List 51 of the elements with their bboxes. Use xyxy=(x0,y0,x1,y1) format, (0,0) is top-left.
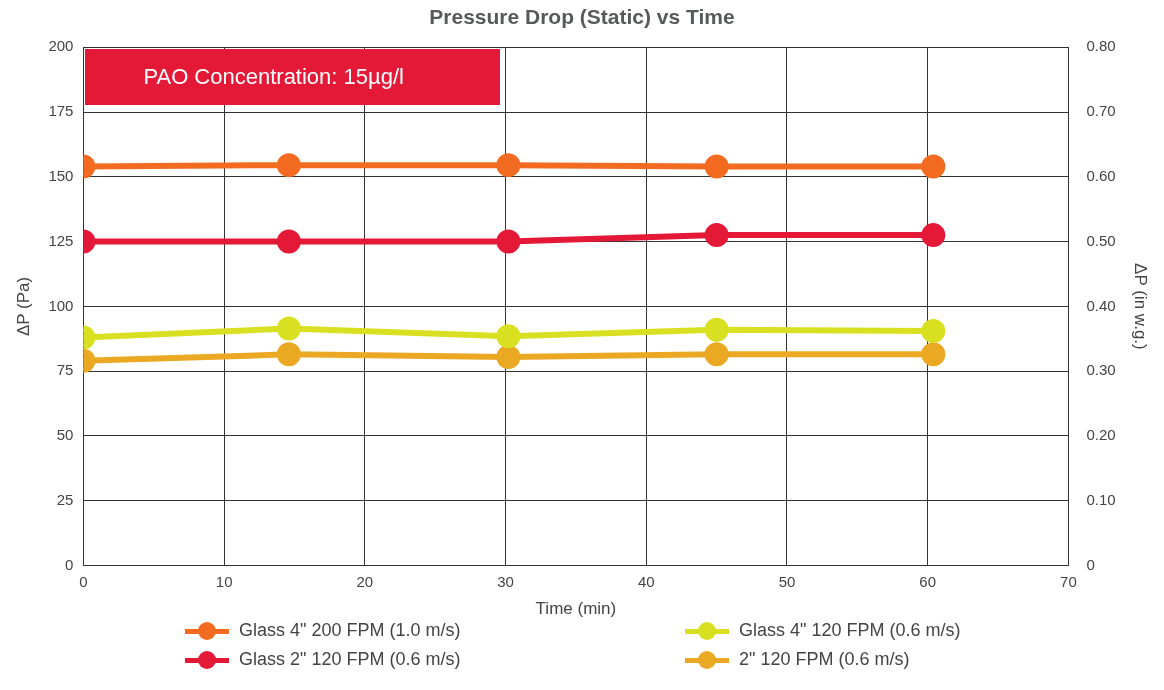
point xyxy=(704,317,729,342)
y-tick-label: 75 xyxy=(56,361,74,379)
x-axis-title: Time (min) xyxy=(535,599,617,619)
y2-tick-label: 0.60 xyxy=(1086,166,1116,184)
point xyxy=(496,324,521,349)
legend-label: Glass 4" 120 FPM (0.6 m/s) xyxy=(739,620,961,641)
x-tick-label: 50 xyxy=(778,572,796,590)
banner: PAO Concentration: 15µg/l xyxy=(85,49,501,106)
y-tick-label: 200 xyxy=(48,37,74,55)
y2-tick-label: 0.50 xyxy=(1086,231,1116,249)
point xyxy=(496,344,521,369)
legend-label: Glass 4" 200 FPM (1.0 m/s) xyxy=(239,620,461,641)
point xyxy=(496,153,521,178)
point xyxy=(704,223,729,248)
y2-tick-label: 0.20 xyxy=(1086,426,1116,444)
x-tick-label: 60 xyxy=(919,572,937,590)
y-tick-label: 0 xyxy=(65,555,74,573)
y-tick-label: 50 xyxy=(56,426,74,444)
x-tick-label: 30 xyxy=(497,572,514,590)
point xyxy=(921,319,946,344)
point xyxy=(276,153,301,178)
x-tick-label: 10 xyxy=(215,572,233,590)
y-tick-label: 100 xyxy=(48,296,74,314)
point xyxy=(704,342,729,367)
legend-label: Glass 2" 120 FPM (0.6 m/s) xyxy=(239,649,461,670)
point xyxy=(704,154,729,179)
y2-axis-title: ΔP (in w.g.) xyxy=(1131,263,1151,350)
chart-title: Pressure Drop (Static) vs Time xyxy=(429,5,735,29)
point xyxy=(496,229,521,254)
y-tick-label: 175 xyxy=(48,102,74,120)
y2-tick-label: 0.40 xyxy=(1086,296,1116,314)
point xyxy=(276,316,301,341)
y2-tick-label: 0 xyxy=(1086,555,1095,573)
legend-label: 2" 120 FPM (0.6 m/s) xyxy=(739,649,910,670)
y-axis-title: ΔP (Pa) xyxy=(13,276,33,337)
y2-tick-label: 0.10 xyxy=(1086,490,1116,508)
y2-tick-label: 0.30 xyxy=(1086,361,1116,379)
point xyxy=(921,154,946,179)
y2-tick-label: 0.70 xyxy=(1086,102,1116,120)
point xyxy=(276,342,301,367)
y2-tick-label: 0.80 xyxy=(1086,37,1116,55)
y-tick-label: 25 xyxy=(56,490,74,508)
x-tick-label: 20 xyxy=(356,572,374,590)
x-tick-label: 70 xyxy=(1060,572,1077,590)
y-tick-label: 150 xyxy=(48,166,74,184)
y-tick-label: 125 xyxy=(48,231,74,249)
x-tick-label: 40 xyxy=(637,572,655,590)
point xyxy=(921,223,946,248)
x-tick-label: 0 xyxy=(79,572,88,590)
point xyxy=(921,342,946,367)
point xyxy=(276,229,301,254)
